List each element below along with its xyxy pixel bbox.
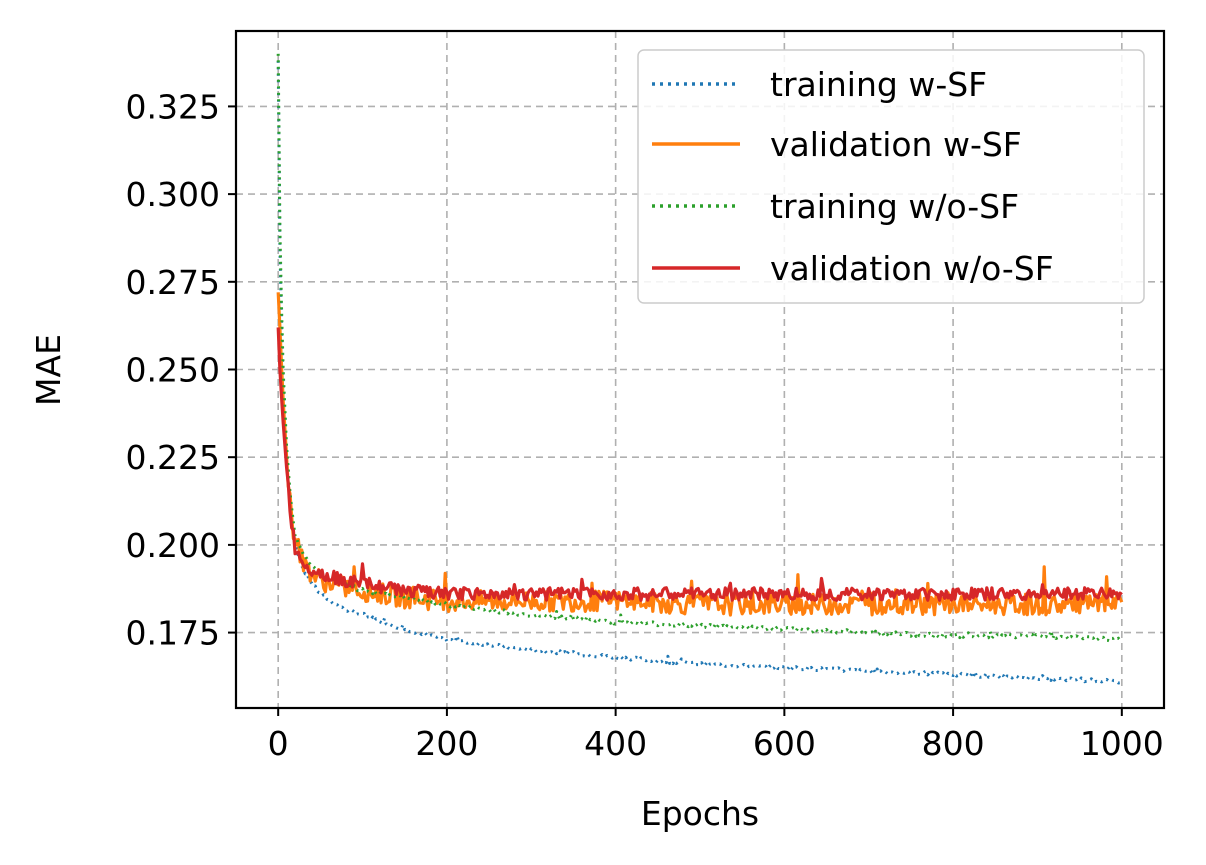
x-tick-label: 600 bbox=[753, 724, 816, 763]
y-tick-label: 0.325 bbox=[126, 87, 220, 126]
series-line-3 bbox=[276, 327, 1123, 602]
y-tick-label: 0.250 bbox=[126, 351, 220, 390]
x-tick-label: 0 bbox=[268, 724, 289, 763]
y-tick-label: 0.225 bbox=[126, 438, 220, 477]
legend-label: validation w-SF bbox=[770, 125, 1022, 164]
legend-label: training w-SF bbox=[770, 65, 987, 104]
x-tick-label: 800 bbox=[922, 724, 985, 763]
x-tick-label: 1000 bbox=[1080, 724, 1164, 763]
y-tick-label: 0.175 bbox=[126, 614, 220, 653]
x-tick-label: 400 bbox=[584, 724, 647, 763]
series-line-0 bbox=[276, 60, 1124, 685]
series-lines bbox=[276, 53, 1124, 685]
axis-ticks: 0 200 400 600 800 1000 0.175 0.200 0.225 0.250 0.2… bbox=[126, 87, 1164, 763]
legend-label: training w/o-SF bbox=[770, 187, 1019, 226]
x-tick-label: 200 bbox=[415, 724, 478, 763]
x-axis-title: Epochs bbox=[641, 794, 759, 833]
y-tick-label: 0.275 bbox=[126, 263, 220, 302]
legend: training w-SF validation w-SF training w/o… bbox=[637, 49, 1145, 304]
legend-frame bbox=[637, 49, 1145, 304]
legend-label: validation w/o-SF bbox=[770, 249, 1054, 288]
y-tick-label: 0.200 bbox=[126, 526, 220, 565]
y-tick-label: 0.300 bbox=[126, 175, 220, 214]
y-axis-title: MAE bbox=[29, 334, 68, 406]
series-line-2 bbox=[276, 53, 1122, 643]
